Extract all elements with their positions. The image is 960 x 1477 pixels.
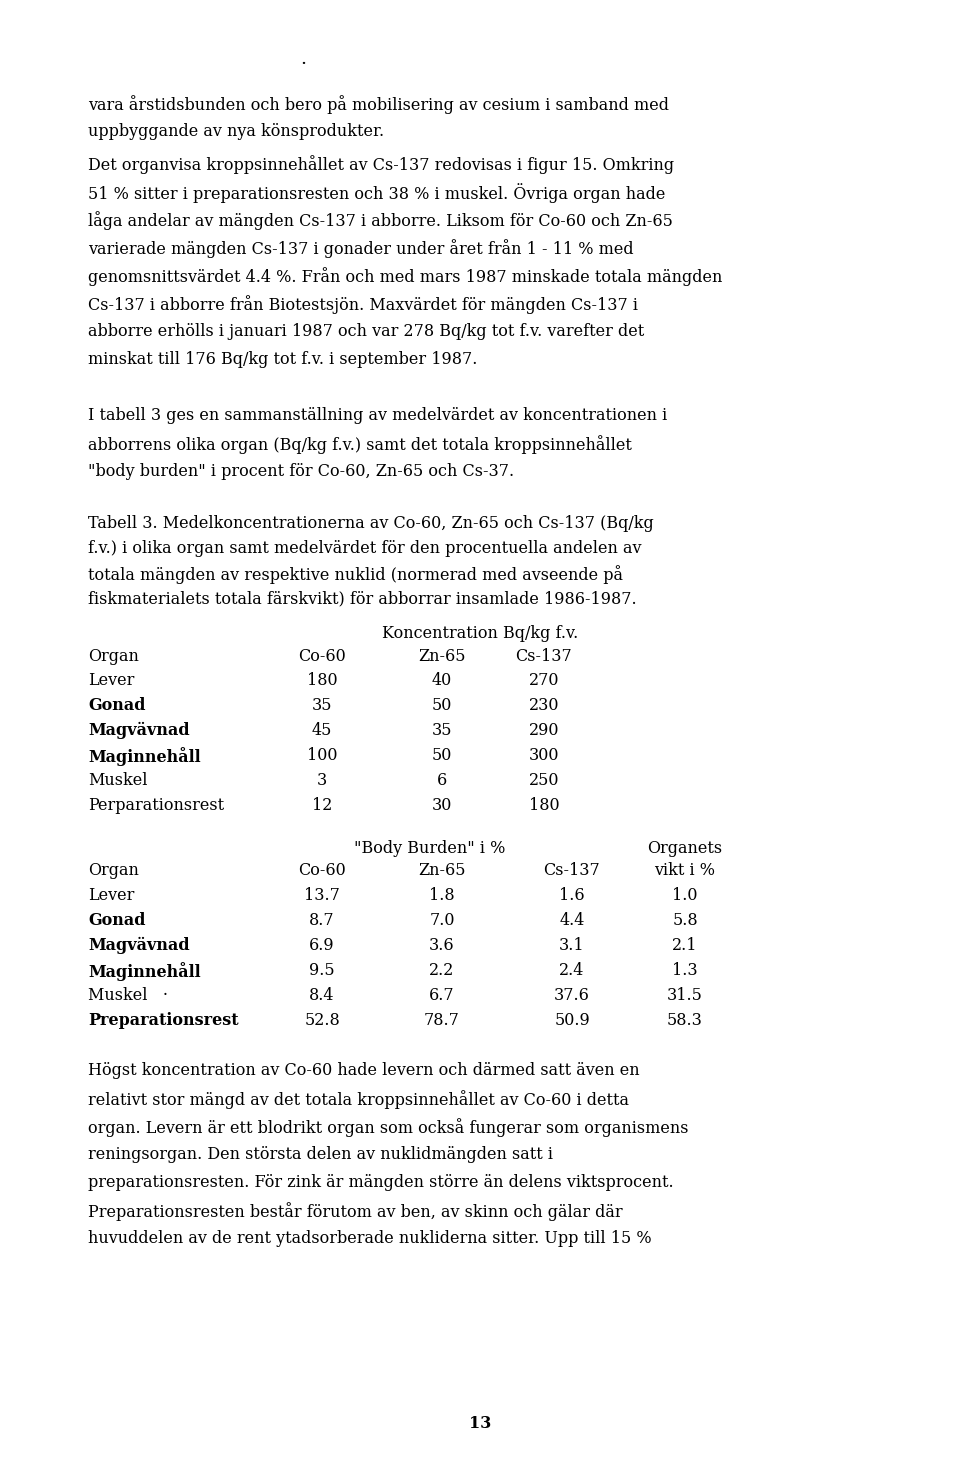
Text: Zn-65: Zn-65 xyxy=(419,863,466,879)
Text: 2.4: 2.4 xyxy=(560,962,585,979)
Text: 8.7: 8.7 xyxy=(309,911,335,929)
Text: preparationsresten. För zink är mängden större än delens viktsprocent.: preparationsresten. För zink är mängden … xyxy=(88,1174,674,1190)
Text: Maginnehåll: Maginnehåll xyxy=(88,962,201,981)
Text: Cs-137 i abborre från Biotestsjön. Maxvärdet för mängden Cs-137 i: Cs-137 i abborre från Biotestsjön. Maxvä… xyxy=(88,295,638,315)
Text: 31.5: 31.5 xyxy=(667,987,703,1004)
Text: Lever: Lever xyxy=(88,672,134,688)
Text: Maginnehåll: Maginnehåll xyxy=(88,747,201,767)
Text: 250: 250 xyxy=(529,772,560,789)
Text: f.v.) i olika organ samt medelvärdet för den procentuella andelen av: f.v.) i olika organ samt medelvärdet för… xyxy=(88,541,641,557)
Text: ·: · xyxy=(300,55,306,72)
Text: 1.6: 1.6 xyxy=(559,888,585,904)
Text: 270: 270 xyxy=(529,672,560,688)
Text: Co-60: Co-60 xyxy=(299,648,346,665)
Text: "Body Burden" i %: "Body Burden" i % xyxy=(354,840,506,857)
Text: Preparationsresten består förutom av ben, av skinn och gälar där: Preparationsresten består förutom av ben… xyxy=(88,1202,623,1221)
Text: Organ: Organ xyxy=(88,648,139,665)
Text: Cs-137: Cs-137 xyxy=(516,648,572,665)
Text: Muskel   ·: Muskel · xyxy=(88,987,168,1004)
Text: 1.8: 1.8 xyxy=(429,888,455,904)
Text: abborrens olika organ (Bq/kg f.v.) samt det totala kroppsinnehållet: abborrens olika organ (Bq/kg f.v.) samt … xyxy=(88,436,632,453)
Text: 1.0: 1.0 xyxy=(672,888,698,904)
Text: 5.8: 5.8 xyxy=(672,911,698,929)
Text: 50.9: 50.9 xyxy=(554,1012,589,1029)
Text: relativt stor mängd av det totala kroppsinnehållet av Co-60 i detta: relativt stor mängd av det totala kropps… xyxy=(88,1090,629,1109)
Text: 6.9: 6.9 xyxy=(309,936,335,954)
Text: Koncentration Bq/kg f.v.: Koncentration Bq/kg f.v. xyxy=(382,625,578,642)
Text: varierade mängden Cs-137 i gonader under året från 1 - 11 % med: varierade mängden Cs-137 i gonader under… xyxy=(88,239,634,258)
Text: 3.6: 3.6 xyxy=(429,936,455,954)
Text: 58.3: 58.3 xyxy=(667,1012,703,1029)
Text: Muskel: Muskel xyxy=(88,772,148,789)
Text: 100: 100 xyxy=(307,747,337,764)
Text: Det organvisa kroppsinnehållet av Cs-137 redovisas i figur 15. Omkring: Det organvisa kroppsinnehållet av Cs-137… xyxy=(88,155,674,174)
Text: 6: 6 xyxy=(437,772,447,789)
Text: 6.7: 6.7 xyxy=(429,987,455,1004)
Text: 300: 300 xyxy=(529,747,560,764)
Text: 290: 290 xyxy=(529,722,560,738)
Text: vara årstidsbunden och bero på mobilisering av cesium i samband med: vara årstidsbunden och bero på mobiliser… xyxy=(88,95,669,114)
Text: 2.1: 2.1 xyxy=(672,936,698,954)
Text: 3: 3 xyxy=(317,772,327,789)
Text: 3.1: 3.1 xyxy=(559,936,585,954)
Text: Perparationsrest: Perparationsrest xyxy=(88,798,224,814)
Text: Magvävnad: Magvävnad xyxy=(88,936,190,954)
Text: minskat till 176 Bq/kg tot f.v. i september 1987.: minskat till 176 Bq/kg tot f.v. i septem… xyxy=(88,352,477,368)
Text: 52.8: 52.8 xyxy=(304,1012,340,1029)
Text: 78.7: 78.7 xyxy=(424,1012,460,1029)
Text: totala mängden av respektive nuklid (normerad med avseende på: totala mängden av respektive nuklid (nor… xyxy=(88,566,623,583)
Text: organ. Levern är ett blodrikt organ som också fungerar som organismens: organ. Levern är ett blodrikt organ som … xyxy=(88,1118,688,1137)
Text: 230: 230 xyxy=(529,697,560,713)
Text: abborre erhölls i januari 1987 och var 278 Bq/kg tot f.v. varefter det: abborre erhölls i januari 1987 och var 2… xyxy=(88,323,644,340)
Text: 40: 40 xyxy=(432,672,452,688)
Text: 8.4: 8.4 xyxy=(309,987,335,1004)
Text: 35: 35 xyxy=(432,722,452,738)
Text: 50: 50 xyxy=(432,697,452,713)
Text: Organ: Organ xyxy=(88,863,139,879)
Text: reningsorgan. Den största delen av nuklidmängden satt i: reningsorgan. Den största delen av nukli… xyxy=(88,1146,553,1162)
Text: 12: 12 xyxy=(312,798,332,814)
Text: 9.5: 9.5 xyxy=(309,962,335,979)
Text: Preparationsrest: Preparationsrest xyxy=(88,1012,239,1029)
Text: Organets: Organets xyxy=(647,840,723,857)
Text: Gonad: Gonad xyxy=(88,911,146,929)
Text: 35: 35 xyxy=(312,697,332,713)
Text: vikt i %: vikt i % xyxy=(655,863,715,879)
Text: Gonad: Gonad xyxy=(88,697,146,713)
Text: 51 % sitter i preparationsresten och 38 % i muskel. Övriga organ hade: 51 % sitter i preparationsresten och 38 … xyxy=(88,183,665,202)
Text: 45: 45 xyxy=(312,722,332,738)
Text: Högst koncentration av Co-60 hade levern och därmed satt även en: Högst koncentration av Co-60 hade levern… xyxy=(88,1062,639,1080)
Text: 37.6: 37.6 xyxy=(554,987,590,1004)
Text: 1.3: 1.3 xyxy=(672,962,698,979)
Text: 30: 30 xyxy=(432,798,452,814)
Text: 50: 50 xyxy=(432,747,452,764)
Text: 7.0: 7.0 xyxy=(429,911,455,929)
Text: Co-60: Co-60 xyxy=(299,863,346,879)
Text: 180: 180 xyxy=(306,672,337,688)
Text: 13.7: 13.7 xyxy=(304,888,340,904)
Text: Zn-65: Zn-65 xyxy=(419,648,466,665)
Text: I tabell 3 ges en sammanställning av medelvärdet av koncentrationen i: I tabell 3 ges en sammanställning av med… xyxy=(88,408,667,424)
Text: Magvävnad: Magvävnad xyxy=(88,722,190,738)
Text: 13: 13 xyxy=(468,1415,492,1433)
Text: genomsnittsvärdet 4.4 %. Från och med mars 1987 minskade totala mängden: genomsnittsvärdet 4.4 %. Från och med ma… xyxy=(88,267,722,287)
Text: Lever: Lever xyxy=(88,888,134,904)
Text: huvuddelen av de rent ytadsorberade nukliderna sitter. Upp till 15 %: huvuddelen av de rent ytadsorberade nukl… xyxy=(88,1230,652,1247)
Text: "body burden" i procent för Co-60, Zn-65 och Cs-37.: "body burden" i procent för Co-60, Zn-65… xyxy=(88,462,515,480)
Text: Cs-137: Cs-137 xyxy=(543,863,600,879)
Text: 180: 180 xyxy=(529,798,560,814)
Text: 4.4: 4.4 xyxy=(560,911,585,929)
Text: låga andelar av mängden Cs-137 i abborre. Liksom för Co-60 och Zn-65: låga andelar av mängden Cs-137 i abborre… xyxy=(88,211,673,230)
Text: 2.2: 2.2 xyxy=(429,962,455,979)
Text: Tabell 3. Medelkoncentrationerna av Co-60, Zn-65 och Cs-137 (Bq/kg: Tabell 3. Medelkoncentrationerna av Co-6… xyxy=(88,515,654,532)
Text: uppbyggande av nya könsprodukter.: uppbyggande av nya könsprodukter. xyxy=(88,123,384,140)
Text: fiskmaterialets totala färskvikt) för abborrar insamlade 1986-1987.: fiskmaterialets totala färskvikt) för ab… xyxy=(88,589,636,607)
